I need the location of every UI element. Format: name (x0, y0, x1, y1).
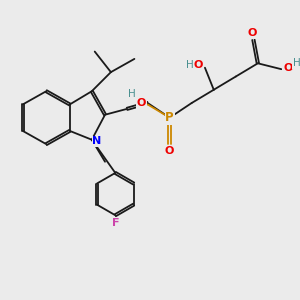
Text: O: O (247, 28, 256, 38)
Text: H: H (186, 60, 194, 70)
Text: O: O (283, 63, 292, 73)
Text: O: O (136, 98, 146, 108)
Text: O: O (194, 60, 203, 70)
Text: H: H (128, 89, 136, 99)
Text: N: N (92, 136, 102, 146)
Text: F: F (112, 218, 120, 228)
Text: H: H (293, 58, 300, 68)
Text: O: O (165, 146, 174, 156)
Text: P: P (165, 111, 174, 124)
